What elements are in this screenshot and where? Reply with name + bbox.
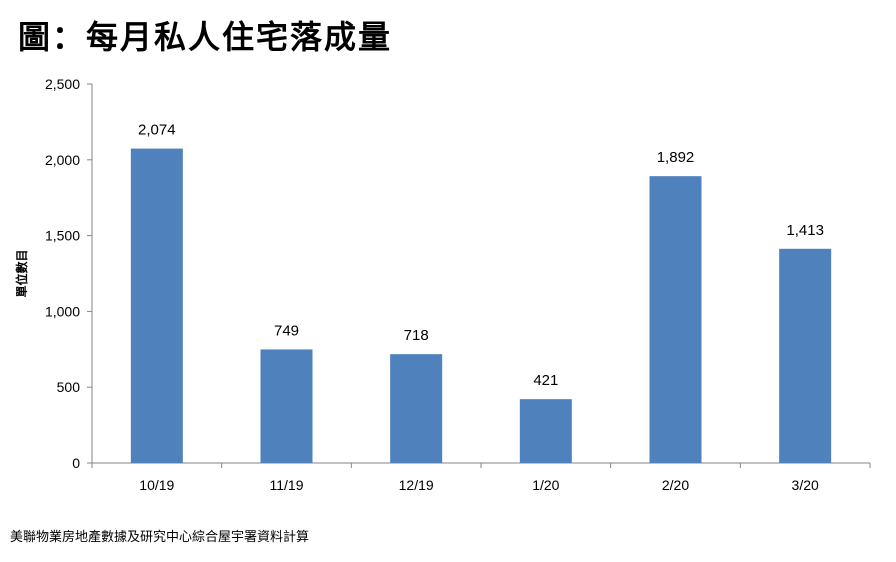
x-tick-label: 12/19 (399, 477, 434, 493)
y-tick-label: 1,500 (45, 228, 80, 244)
x-tick-label: 3/20 (792, 477, 819, 493)
y-tick-label: 500 (57, 379, 81, 395)
y-axis-label: 單位數目 (14, 249, 29, 297)
x-tick-label: 11/19 (270, 477, 304, 493)
y-tick-label: 2,500 (45, 76, 80, 92)
bar (390, 354, 443, 463)
x-tick-label: 10/19 (139, 477, 174, 493)
bar (519, 399, 572, 463)
x-tick-label: 1/20 (532, 477, 559, 493)
data-labels: 2,074 749 718 421 1,892 1,413 (138, 122, 824, 390)
data-label: 1,413 (786, 222, 824, 239)
bar (779, 248, 832, 463)
chart-title: 圖：每月私人住宅落成量 (18, 18, 393, 56)
y-tick-label: 1,000 (45, 303, 80, 319)
x-axis: 10/19 11/19 12/19 1/20 2/20 3/20 (91, 462, 871, 493)
bars (130, 148, 832, 464)
data-label: 421 (533, 372, 558, 389)
y-axis: 0 500 1,000 1,500 2,000 2,500 (45, 76, 93, 471)
bar (649, 176, 702, 464)
bar (260, 349, 313, 463)
y-tick-label: 2,000 (45, 152, 80, 168)
bar (130, 148, 183, 463)
data-label: 749 (274, 322, 299, 339)
y-tick-label: 0 (72, 455, 80, 471)
data-label: 1,892 (657, 149, 695, 166)
source-note: 美聯物業房地產數據及研究中心綜合屋宇署資料計算 (10, 530, 310, 545)
data-label: 2,074 (138, 122, 176, 139)
x-tick-label: 2/20 (662, 477, 689, 493)
data-label: 718 (404, 327, 429, 344)
